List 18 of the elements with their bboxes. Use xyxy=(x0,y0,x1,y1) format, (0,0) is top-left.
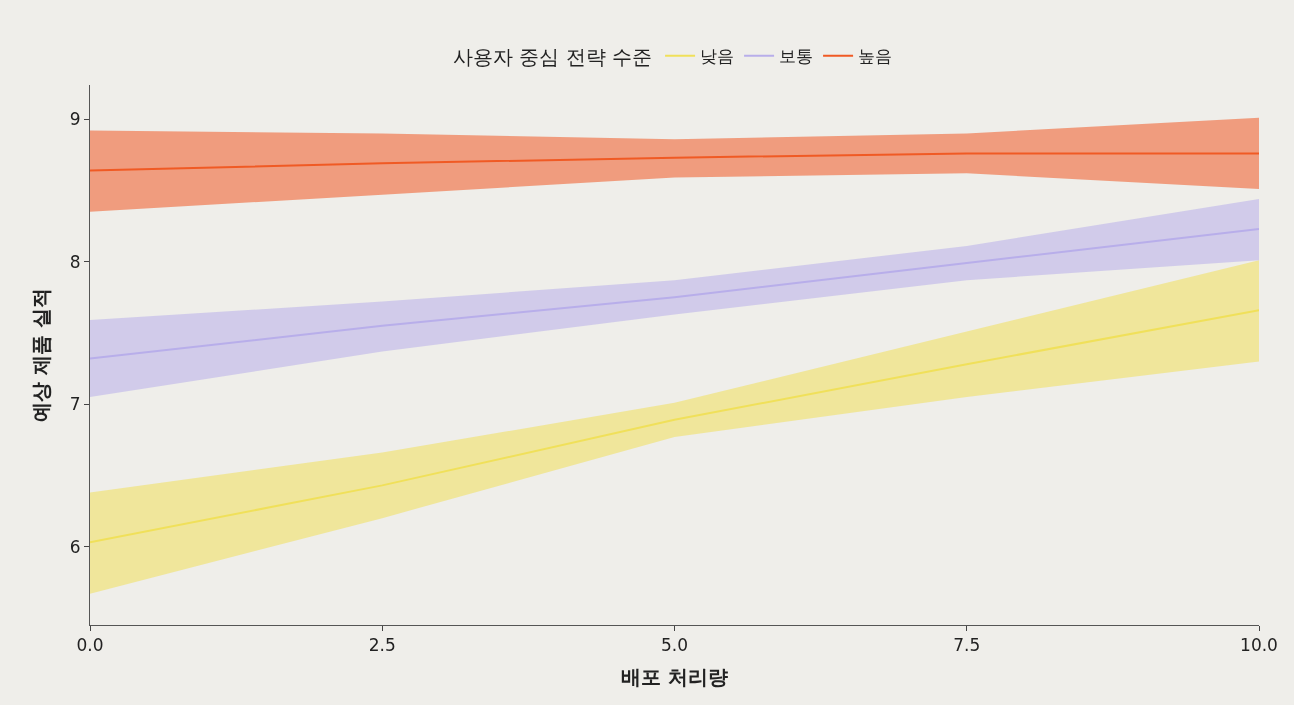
x-axis-title: 배포 처리량 xyxy=(621,664,728,689)
y-tick-label: 8 xyxy=(69,251,81,272)
line-series xyxy=(90,152,1259,172)
legend-title: 사용자 중심 전략 수준 xyxy=(453,45,653,70)
x-tick-label: 2.5 xyxy=(368,635,396,656)
y-axis-title: 예상 제품 실적 xyxy=(29,288,54,422)
line-series xyxy=(90,227,1259,360)
x-tick-label: 5.0 xyxy=(660,635,689,656)
legend-label: 높음 xyxy=(858,46,893,67)
y-tick-label: 7 xyxy=(69,394,81,415)
line-series xyxy=(90,309,1259,544)
y-tick-label: 6 xyxy=(69,536,81,557)
legend-label: 보통 xyxy=(779,46,814,67)
y-tick-label: 9 xyxy=(69,109,81,130)
x-tick-label: 10.0 xyxy=(1240,635,1278,656)
x-tick-label: 7.5 xyxy=(953,635,981,656)
legend-label: 낮음 xyxy=(700,46,735,67)
x-tick-label: 0.0 xyxy=(76,635,104,656)
